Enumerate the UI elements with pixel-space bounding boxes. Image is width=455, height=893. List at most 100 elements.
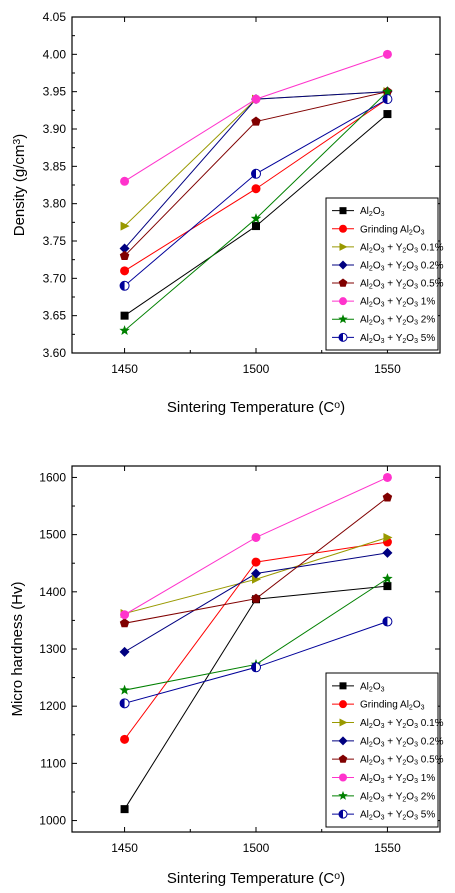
series-markers-5: [120, 49, 392, 186]
legend-marker: [338, 754, 348, 763]
marker-square: [339, 682, 347, 690]
x-tick-label: 1550: [374, 362, 401, 376]
y-tick-label: 3.70: [43, 271, 67, 285]
marker-diamond: [338, 736, 348, 746]
y-axis-title: Density (g/cm3): [11, 134, 28, 237]
marker-pentagon: [338, 754, 348, 763]
y-tick-label: 3.85: [43, 159, 67, 173]
series-markers-7: [119, 94, 393, 291]
legend-label: Al2O3 + Y2O3 0.2%: [360, 260, 444, 272]
legend-marker: [338, 736, 348, 746]
marker-circle: [339, 773, 347, 782]
marker-circle: [382, 472, 392, 482]
legend-label: Al2O3: [360, 681, 385, 693]
marker-square: [252, 222, 260, 231]
marker-diamond: [338, 260, 348, 270]
legend-label: Al2O3 + Y2O3 2%: [360, 315, 435, 327]
series-markers-3: [119, 547, 393, 657]
marker-circle: [339, 700, 347, 709]
marker-star: [119, 684, 130, 695]
legend-marker: [338, 278, 348, 287]
marker-pentagon: [382, 492, 393, 502]
legend-label: Al2O3: [360, 206, 385, 218]
x-axis-title: Sintering Temperature (Co): [167, 399, 345, 416]
marker-circle: [251, 557, 261, 567]
legend-label: Al2O3 + Y2O3 2%: [360, 791, 435, 803]
y-tick-label: 1200: [39, 699, 66, 713]
legend-marker: [339, 207, 347, 215]
marker-circle: [120, 176, 130, 186]
legend-marker: [338, 314, 348, 324]
marker-star: [250, 213, 262, 224]
marker-circle: [120, 266, 130, 276]
legend-marker: [339, 682, 347, 690]
legend-label: Al2O3 + Y2O3 1%: [360, 773, 435, 785]
legend-label: Al2O3 + Y2O3 0.2%: [360, 736, 444, 748]
x-axis-title: Sintering Temperature (Co): [167, 870, 345, 887]
marker-half-circle: [382, 94, 393, 105]
y-tick-label: 1600: [39, 470, 66, 484]
y-tick-label: 1500: [39, 528, 66, 542]
marker-half-circle: [251, 662, 261, 673]
marker-diamond: [119, 646, 130, 657]
marker-half-circle: [338, 332, 348, 342]
legend-label: Al2O3 + Y2O3 0.5%: [360, 755, 444, 767]
marker-circle: [120, 610, 130, 620]
marker-circle: [339, 297, 347, 306]
marker-half-circle: [251, 168, 261, 179]
series-markers-6: [119, 86, 393, 336]
x-tick-label: 1500: [243, 362, 270, 376]
marker-square: [120, 805, 129, 814]
marker-pentagon: [251, 116, 261, 126]
marker-half-circle: [119, 698, 130, 709]
legend-box: [325, 197, 439, 351]
y-tick-label: 3.90: [43, 122, 67, 136]
marker-pentagon: [119, 250, 130, 260]
y-tick-label: 1000: [39, 814, 66, 828]
legend-label: Al2O3 + Y2O3 5%: [360, 333, 435, 345]
marker-half-circle: [338, 809, 348, 819]
marker-circle: [120, 734, 130, 744]
marker-star: [338, 314, 348, 324]
marker-pentagon: [338, 278, 348, 287]
legend-label: Al2O3 + Y2O3 5%: [360, 810, 435, 822]
marker-circle: [251, 184, 261, 194]
hardness-chart: 1000 1100 1200 1300 1400 1500 1600 1450 1500 1550…: [9, 465, 444, 887]
y-tick-label: 3.65: [43, 309, 67, 323]
x-tick-label: 1450: [111, 841, 138, 855]
series-markers-1: [120, 537, 392, 744]
series-markers-0: [120, 110, 392, 320]
marker-half-circle: [119, 280, 130, 291]
y-tick-label: 4.00: [43, 47, 67, 61]
marker-triangle-right: [339, 242, 348, 251]
marker-star: [382, 86, 393, 97]
y-tick-label: 3.80: [43, 197, 67, 211]
marker-triangle-right: [120, 221, 130, 231]
series-markers-7: [119, 616, 393, 709]
marker-star: [338, 790, 348, 800]
legend-box: [325, 672, 439, 828]
legend-marker: [339, 773, 347, 782]
legend-label: Al2O3 + Y2O3 1%: [360, 297, 435, 309]
marker-pentagon: [119, 618, 130, 628]
marker-diamond: [251, 568, 261, 579]
legend-label: Grinding Al2O3: [360, 700, 425, 712]
legend-label: Al2O3 + Y2O3 0.1%: [360, 242, 444, 254]
y-axis-title: Micro hardness (Hv): [9, 581, 26, 716]
x-tick-label: 1550: [374, 841, 401, 855]
legend-marker: [338, 790, 348, 800]
x-tick-label: 1450: [111, 362, 138, 376]
series-markers-4: [119, 492, 393, 628]
legend-label: Al2O3 + Y2O3 0.5%: [360, 279, 444, 291]
legend: Al2O3 Grinding Al2O3 Al2O3 + Y2O3 0.1% Al2O…: [325, 197, 444, 351]
marker-square: [383, 110, 392, 119]
marker-diamond: [382, 547, 393, 558]
x-tick-label: 1500: [243, 841, 270, 855]
marker-square: [339, 207, 347, 215]
legend-marker: [339, 700, 347, 709]
y-tick-label: 1100: [40, 756, 66, 770]
legend-marker: [339, 242, 348, 251]
marker-diamond: [119, 243, 130, 254]
legend-marker: [338, 809, 348, 819]
